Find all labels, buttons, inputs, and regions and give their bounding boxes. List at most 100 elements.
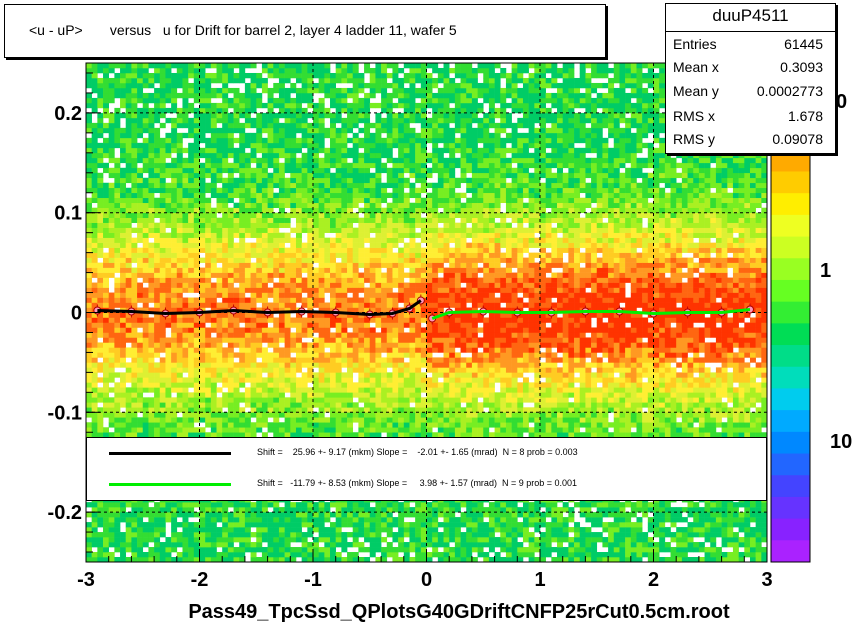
heatmap-cell: [330, 332, 336, 338]
heatmap-cell: [335, 162, 342, 169]
heatmap-cell: [171, 307, 178, 313]
heatmap-cell: [335, 377, 342, 383]
heatmap-cell: [352, 97, 359, 104]
heatmap-cell: [256, 372, 263, 378]
heatmap-cell: [341, 522, 348, 528]
heatmap-cell: [244, 202, 251, 209]
heatmap-cell: [114, 512, 121, 518]
heatmap-cell: [103, 317, 109, 323]
heatmap-cell: [182, 177, 189, 184]
heatmap-cell: [227, 377, 234, 383]
heatmap-cell: [239, 157, 246, 164]
heatmap-cell: [352, 132, 359, 139]
heatmap-cell: [261, 152, 268, 159]
heatmap-cell: [341, 242, 348, 248]
heatmap-cell: [369, 427, 376, 433]
heatmap-cell: [86, 162, 92, 169]
heatmap-cell: [381, 302, 388, 308]
heatmap-cell: [176, 137, 183, 144]
heatmap-cell: [244, 532, 251, 538]
heatmap-cell: [352, 192, 359, 199]
heatmap-cell: [103, 272, 109, 278]
heatmap-cell: [114, 412, 121, 418]
heatmap-cell: [131, 272, 138, 278]
heatmap-cell: [205, 372, 212, 378]
heatmap-cell: [301, 287, 308, 293]
heatmap-cell: [108, 257, 115, 263]
heatmap-cell: [369, 152, 376, 159]
heatmap-cell: [313, 202, 319, 209]
heatmap-cell: [227, 232, 234, 238]
heatmap-cell: [188, 167, 195, 174]
heatmap-cell: [324, 312, 331, 318]
heatmap-cell: [290, 362, 297, 368]
heatmap-cell: [222, 332, 229, 338]
heatmap-cell: [324, 552, 331, 558]
heatmap-cell: [347, 297, 354, 303]
heatmap-cell: [273, 307, 280, 313]
heatmap-cell: [239, 282, 246, 288]
heatmap-cell: [91, 147, 98, 154]
heatmap-cell: [318, 212, 325, 218]
heatmap-cell: [216, 537, 223, 543]
heatmap-cell: [182, 182, 189, 189]
heatmap-cell: [324, 132, 331, 139]
heatmap-cell: [137, 142, 144, 149]
heatmap-cell: [227, 522, 234, 528]
heatmap-cell: [381, 317, 388, 323]
heatmap-cell: [165, 212, 172, 218]
heatmap-cell: [375, 382, 382, 388]
heatmap-cell: [97, 547, 104, 553]
heatmap-cell: [318, 217, 325, 223]
heatmap-cell: [347, 187, 354, 194]
heatmap-cell: [364, 512, 371, 518]
heatmap-cell: [222, 117, 229, 124]
heatmap-cell: [103, 77, 109, 84]
heatmap-cell: [250, 202, 257, 209]
heatmap-cell: [347, 322, 354, 328]
heatmap-cell: [375, 362, 382, 368]
heatmap-cell: [318, 502, 325, 508]
heatmap-cell: [239, 527, 246, 533]
heatmap-cell: [284, 287, 291, 293]
heatmap-cell: [227, 297, 234, 303]
heatmap-cell: [318, 377, 325, 383]
heatmap-cell: [341, 87, 348, 94]
heatmap-cell: [154, 317, 161, 323]
heatmap-cell: [290, 252, 297, 258]
heatmap-cell: [386, 277, 393, 283]
heatmap-cell: [103, 382, 109, 388]
heatmap-cell: [199, 147, 206, 154]
heatmap-cell: [244, 322, 251, 328]
heatmap-cell: [358, 257, 365, 263]
heatmap-cell: [91, 127, 98, 134]
heatmap-cell: [188, 372, 195, 378]
heatmap-cell: [114, 427, 121, 433]
heatmap-cell: [244, 132, 251, 139]
heatmap-cell: [171, 347, 178, 353]
heatmap-cell: [335, 402, 342, 408]
heatmap-cell: [278, 392, 285, 398]
heatmap-cell: [86, 117, 92, 124]
heatmap-cell: [131, 82, 138, 89]
heatmap-cell: [301, 122, 308, 129]
heatmap-cell: [386, 132, 393, 139]
heatmap-cell: [148, 412, 155, 418]
heatmap-cell: [364, 302, 371, 308]
heatmap-cell: [188, 142, 195, 149]
heatmap-cell: [239, 102, 246, 109]
heatmap-cell: [97, 102, 104, 109]
heatmap-cell: [318, 537, 325, 543]
heatmap-cell: [108, 357, 115, 363]
heatmap-cell: [301, 547, 308, 553]
heatmap-cell: [364, 117, 371, 124]
heatmap-cell: [392, 322, 399, 328]
heatmap-cell: [375, 507, 382, 513]
heatmap-cell: [341, 137, 348, 144]
heatmap-cell: [307, 427, 314, 433]
heatmap-cell: [295, 527, 302, 533]
heatmap-cell: [369, 387, 376, 393]
heatmap-cell: [347, 167, 354, 174]
heatmap-cell: [369, 507, 376, 513]
heatmap-cell: [205, 242, 212, 248]
